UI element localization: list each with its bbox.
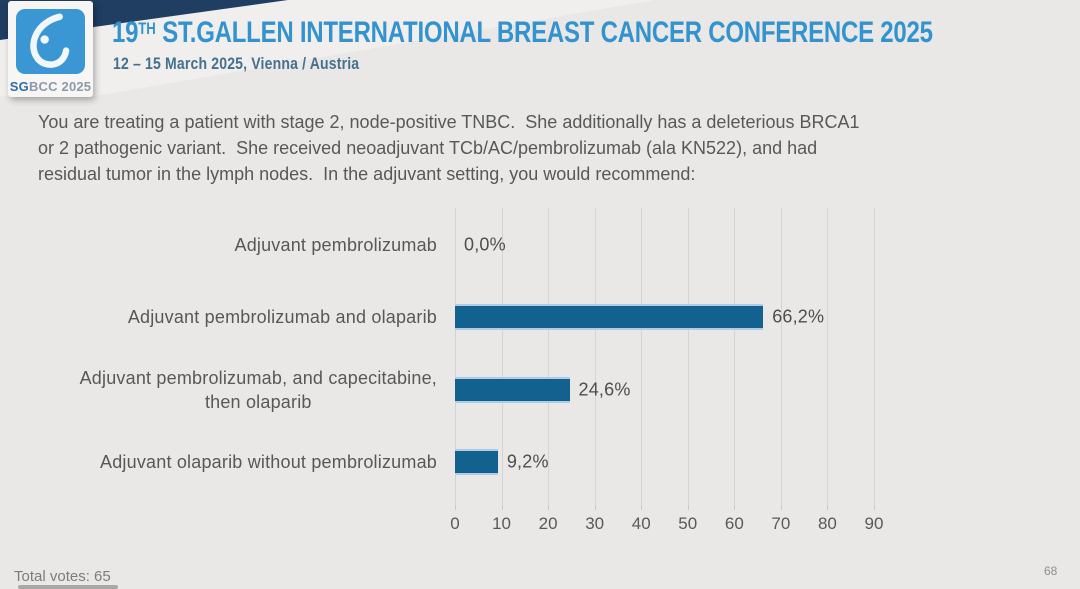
gridline: [548, 208, 550, 505]
axis-tick: [734, 505, 736, 510]
category-label: Adjuvant olaparib without pembrolizumab: [100, 450, 437, 474]
x-axis-tick-label: 0: [450, 514, 460, 533]
gridline: [455, 208, 456, 505]
x-axis-tick-label: 20: [538, 514, 558, 533]
axis-tick: [548, 505, 550, 510]
gridline: [687, 208, 689, 505]
value-label: 9,2%: [506, 451, 549, 472]
question-text: You are treating a patient with stage 2,…: [38, 109, 860, 187]
gridline: [594, 208, 596, 505]
category-label: Adjuvant pembrolizumab: [234, 233, 437, 257]
title-text: ST.GALLEN INTERNATIONAL BREAST CANCER CO…: [155, 16, 933, 49]
value-label: 24,6%: [578, 379, 631, 400]
value-label: 66,2%: [772, 306, 825, 327]
axis-tick: [641, 505, 643, 510]
logo-square: [16, 9, 85, 74]
gridline: [827, 208, 829, 505]
logo-sg: SG: [9, 79, 29, 94]
conference-logo: SGBCC 2025: [8, 1, 93, 97]
category-label: Adjuvant pembrolizumab and olaparib: [128, 305, 437, 329]
gridline: [641, 208, 643, 505]
x-axis-tick-label: 40: [631, 514, 651, 533]
question-line: residual tumor in the lymph nodes. In th…: [38, 164, 696, 184]
bar: [455, 449, 498, 475]
axis-tick: [687, 505, 689, 510]
question-line: You are treating a patient with stage 2,…: [38, 112, 860, 132]
category-label-line: Adjuvant pembrolizumab and olaparib: [127, 307, 437, 327]
axis-tick: [594, 505, 596, 510]
logo-wordmark: SGBCC 2025: [8, 79, 93, 94]
category-label-line: Adjuvant pembrolizumab, and capecitabine…: [79, 368, 437, 388]
axis-tick: [455, 505, 456, 510]
title-number: 19: [112, 16, 139, 49]
category-label-line: Adjuvant pembrolizumab: [234, 235, 437, 255]
category-label: Adjuvant pembrolizumab, and capecitabine…: [80, 366, 437, 414]
axis-tick: [874, 505, 875, 510]
question-line: or 2 pathogenic variant. She received ne…: [38, 138, 818, 158]
total-votes-label: Total votes: 65: [14, 568, 111, 585]
category-label-line: then olaparib: [204, 392, 312, 412]
page-number: 68: [1044, 564, 1058, 578]
total-votes-underline: [18, 585, 118, 589]
gridline: [501, 208, 503, 505]
title-ordinal: TH: [138, 19, 156, 38]
axis-tick: [780, 505, 782, 510]
axis-tick: [501, 505, 503, 510]
conference-subtitle: 12 – 15 March 2025, Vienna / Austria: [113, 55, 360, 73]
bar: [455, 377, 570, 403]
x-axis-tick-label: 80: [817, 514, 837, 533]
x-axis-tick-label: 30: [585, 514, 605, 533]
x-axis-tick-label: 70: [771, 514, 791, 533]
x-axis-tick-label: 50: [678, 514, 698, 533]
x-axis-tick-label: 10: [492, 514, 512, 533]
gridline: [734, 208, 736, 505]
bar: [455, 304, 764, 330]
logo-bcc-year: BCC 2025: [28, 79, 92, 94]
gridline: [780, 208, 782, 505]
x-axis-tick-label: 90: [864, 514, 884, 533]
axis-tick: [827, 505, 829, 510]
conference-title: 19TH ST.GALLEN INTERNATIONAL BREAST CANC…: [112, 16, 933, 50]
value-label: 0,0%: [464, 234, 506, 255]
category-label-line: Adjuvant olaparib without pembrolizumab: [100, 452, 437, 472]
x-axis-tick-label: 60: [724, 514, 744, 533]
gridline: [874, 208, 875, 505]
